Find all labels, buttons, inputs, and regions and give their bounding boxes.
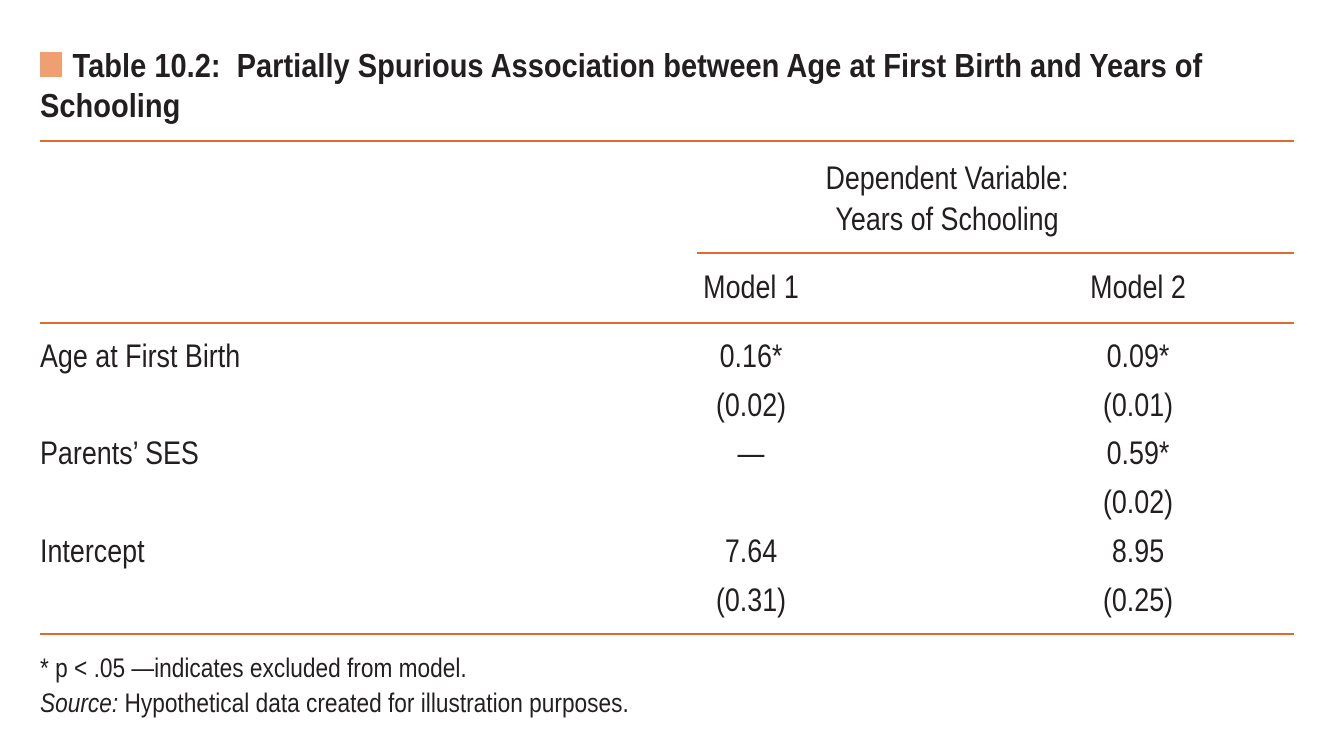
dependent-variable-line1: Dependent Variable: [825, 160, 1069, 196]
cell-intercept-model2-se: (0.25) [1102, 582, 1174, 618]
table-title-text: Partially Spurious Association between A… [40, 47, 1203, 124]
dependent-variable-rule [697, 252, 1294, 254]
source-text: Hypothetical data created for illustrati… [124, 688, 629, 718]
cell-age-model1-se: (0.02) [715, 387, 787, 423]
cell-intercept-model2-coef: 8.95 [1111, 533, 1165, 569]
significance-footnote: * p < .05 —indicates excluded from model… [40, 653, 467, 683]
cell-ses-model1-coef: — [737, 435, 765, 471]
dependent-variable-line2: Years of Schooling [835, 201, 1059, 237]
cell-age-model2-se: (0.01) [1102, 387, 1174, 423]
top-rule [40, 140, 1294, 142]
source-footnote: Source: Hypothetical data created for il… [40, 688, 629, 719]
cell-intercept-model1-se: (0.31) [715, 582, 787, 618]
header-rule [40, 322, 1294, 324]
model-2-header: Model 2 [1090, 269, 1186, 305]
row-label-intercept: Intercept [40, 533, 145, 569]
title-marker-square [40, 52, 62, 77]
row-label-parents-ses: Parents’ SES [40, 435, 199, 471]
cell-age-model2-coef: 0.09* [1106, 338, 1170, 374]
cell-ses-model2-coef: 0.59* [1106, 435, 1170, 471]
model-1-header: Model 1 [703, 269, 799, 305]
table-title: Table 10.2: Partially Spurious Associati… [40, 46, 1290, 126]
cell-intercept-model1-coef: 7.64 [724, 533, 778, 569]
bottom-rule [40, 633, 1294, 635]
cell-ses-model2-se: (0.02) [1102, 484, 1174, 520]
cell-age-model1-coef: 0.16* [719, 338, 783, 374]
dependent-variable-header: Dependent Variable: Years of Schooling [737, 158, 1157, 240]
source-label: Source: [40, 688, 119, 718]
table-title-label: Table 10.2: [72, 47, 221, 84]
row-label-age-at-first-birth: Age at First Birth [40, 338, 241, 374]
